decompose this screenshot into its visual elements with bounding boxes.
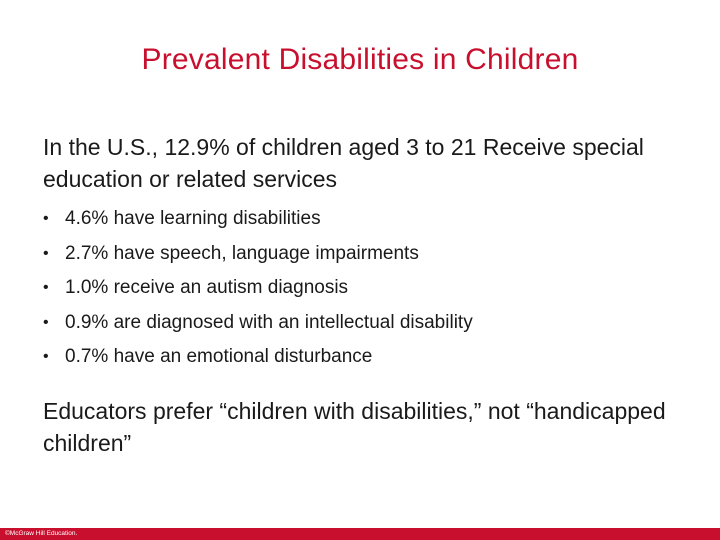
bullet-text: 4.6% have learning disabilities xyxy=(65,208,321,229)
intro-paragraph: In the U.S., 12.9% of children aged 3 to… xyxy=(43,134,644,192)
list-item: • 1.0% receive an autism diagnosis xyxy=(43,271,683,306)
footer-bar: ©McGraw Hill Education. xyxy=(0,528,720,540)
list-item: • 0.7% have an emotional disturbance xyxy=(43,340,683,375)
bullet-text: 1.0% receive an autism diagnosis xyxy=(65,277,349,298)
bullet-text: 2.7% have speech, language impairments xyxy=(65,242,419,264)
list-item: • 0.9% are diagnosed with an intellectua… xyxy=(43,306,683,341)
bullet-icon: • xyxy=(43,279,49,296)
bullet-icon: • xyxy=(43,244,49,262)
copyright-text: ©McGraw Hill Education. xyxy=(5,530,78,537)
list-item: • 2.7% have speech, language impairments xyxy=(43,237,683,272)
statistics-list: • 4.6% have learning disabilities • 2.7%… xyxy=(43,202,683,375)
slide-title: Prevalent Disabilities in Children xyxy=(141,43,579,76)
bullet-icon: • xyxy=(43,313,49,331)
bullet-text: 0.9% are diagnosed with an intellectual … xyxy=(65,311,473,333)
closing-paragraph: Educators prefer “children with disabili… xyxy=(43,398,666,456)
bullet-icon: • xyxy=(43,210,49,227)
list-item: • 4.6% have learning disabilities xyxy=(43,202,683,237)
bullet-icon: • xyxy=(43,348,49,365)
bullet-text: 0.7% have an emotional disturbance xyxy=(65,346,373,367)
